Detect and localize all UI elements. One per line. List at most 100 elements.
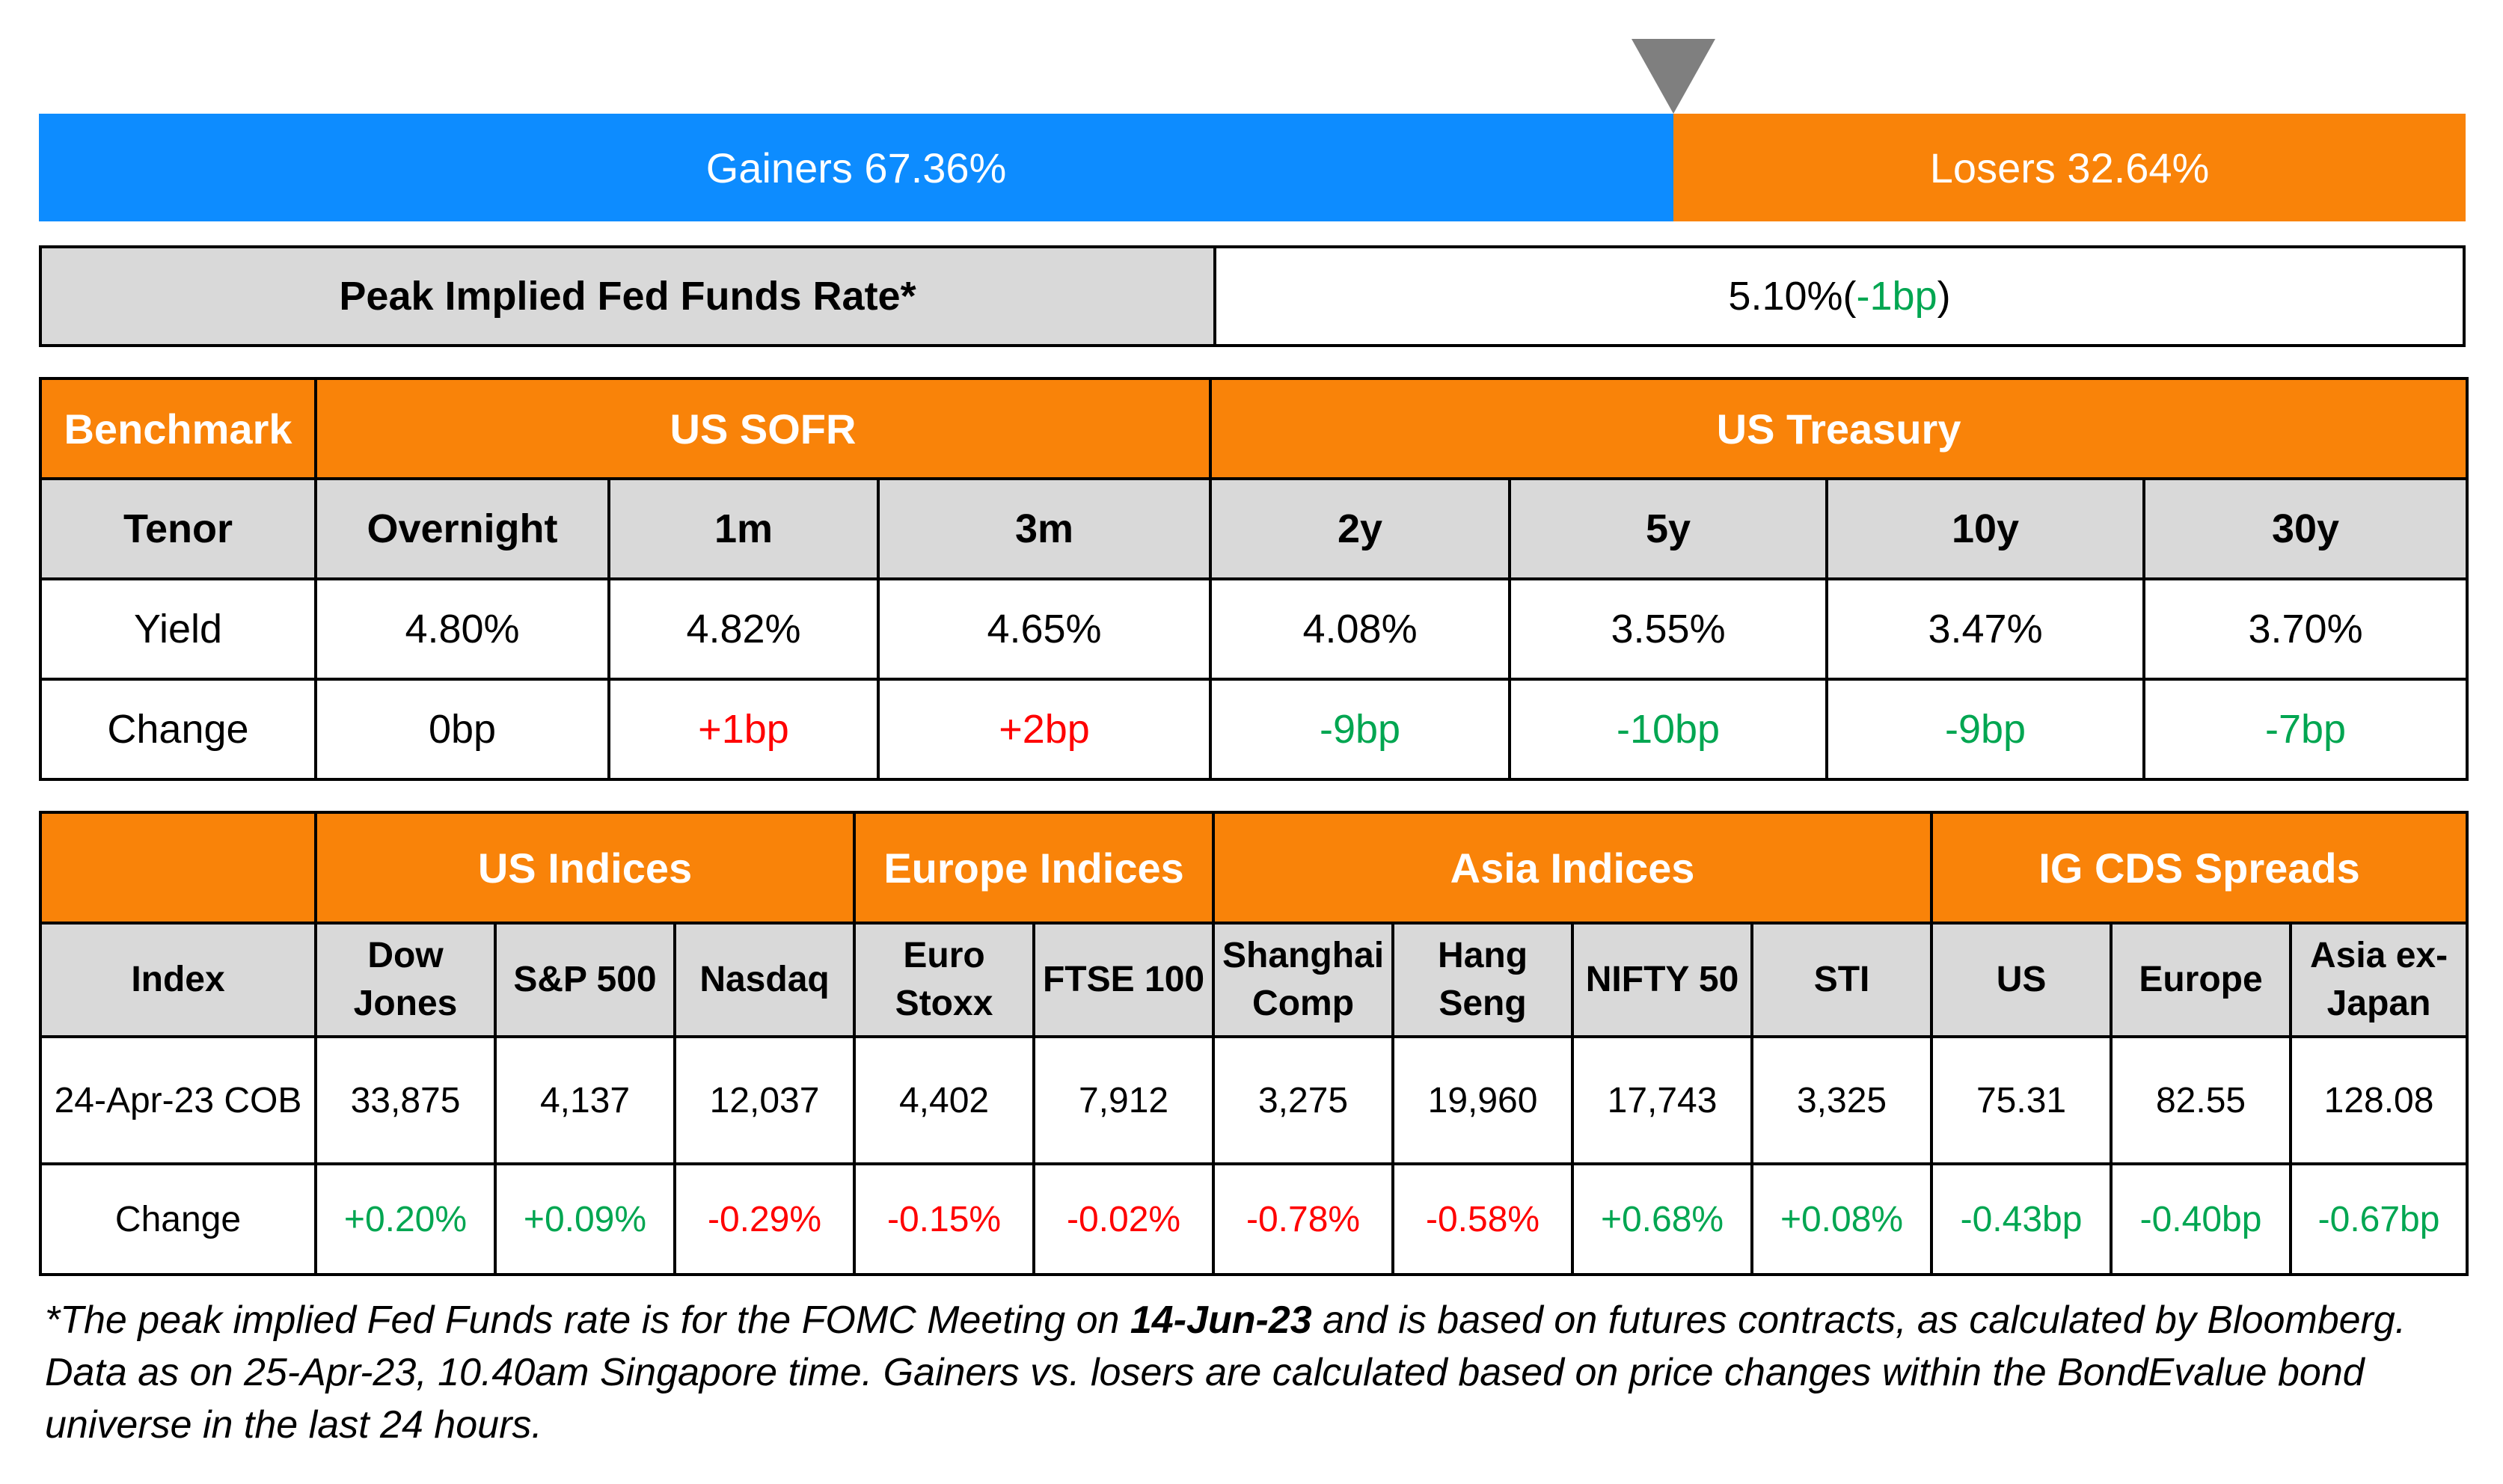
index-name-cell: US [1930,922,2113,1038]
footnote-part1: *The peak implied Fed Funds rate is for … [45,1298,1130,1342]
index-change-cell: -0.43bp [1930,1162,2113,1276]
yield-cell: 3.47% [1825,577,2146,681]
tenor-label: Tenor [39,477,317,580]
index-name-line2: Stoxx [895,984,993,1023]
date-label: 24-Apr-23 COB [39,1035,317,1165]
index-value-cell: 4,402 [853,1035,1036,1165]
index-name-cell: FTSE 100 [1032,922,1216,1038]
footnote-part2: and is based on futures contracts, as ca… [45,1298,2407,1447]
index-value-cell: 128.08 [2289,1035,2469,1165]
index-change-cell: +0.20% [314,1162,497,1276]
tenor-cell: Overnight [314,477,610,580]
index-change-cell: -0.29% [673,1162,857,1276]
index-value-cell: 4,137 [494,1035,676,1165]
index-name-line2: Jones [353,984,458,1023]
index-change-cell: +0.08% [1750,1162,1934,1276]
index-value-cell: 7,912 [1032,1035,1216,1165]
change-cell: -9bp [1825,678,2146,781]
index-name-cell: Asia ex- Japan [2289,922,2469,1038]
index-name-line1: STI [1813,960,1870,999]
index-name-cell: NIFTY 50 [1571,922,1754,1038]
index-name-line1: Dow [367,936,444,975]
index-name-line1: S&P 500 [513,960,657,999]
peak-rate-row: Peak Implied Fed Funds Rate* 5.10% (-1bp… [39,245,2466,347]
yield-label: Yield [39,577,317,681]
index-name-line2: Comp [1252,984,1355,1023]
peak-rate-value-cell: 5.10% (-1bp) [1216,248,2463,344]
change-label: Change [39,1162,317,1276]
index-name-cell: STI [1750,922,1934,1038]
gainers-segment: Gainers 67.36% [39,114,1674,221]
benchmark-header: Benchmark [39,377,317,480]
change-cell: +2bp [876,678,1213,781]
europe-indices-header: Europe Indices [853,811,1216,925]
change-label: Change [39,678,317,781]
index-name-line1: Euro [903,936,985,975]
index-name-cell: Nasdaq [673,922,857,1038]
yield-cell: 3.55% [1508,577,1829,681]
indices-corner-cell [39,811,317,925]
change-cell: -9bp [1209,678,1512,781]
change-cell: -7bp [2142,678,2469,781]
index-name-cell: S&P 500 [494,922,676,1038]
index-name-line2: Seng [1439,984,1527,1023]
rates-table: Benchmark US SOFR US Treasury Tenor Over… [39,377,2469,781]
index-name-line1: Hang [1438,936,1528,975]
index-change-cell: -0.02% [1032,1162,1216,1276]
index-change-cell: -0.67bp [2289,1162,2469,1276]
peak-rate-change: -1bp [1856,274,1937,319]
index-name-cell: Europe [2110,922,2293,1038]
change-cell: +1bp [607,678,880,781]
yield-cell: 4.65% [876,577,1213,681]
index-name-line1: Asia ex- [2309,936,2448,975]
index-name-cell: Euro Stoxx [853,922,1036,1038]
index-name-line1: FTSE 100 [1042,960,1205,999]
index-change-cell: -0.58% [1391,1162,1575,1276]
tenor-cell: 30y [2142,477,2469,580]
rates-group-header-row: Benchmark US SOFR US Treasury [39,377,2469,480]
tenor-cell: 3m [876,477,1213,580]
yield-cell: 4.80% [314,577,610,681]
index-value-cell: 12,037 [673,1035,857,1165]
footnote-date: 14-Jun-23 [1130,1298,1312,1342]
index-value-cell: 82.55 [2110,1035,2293,1165]
tenor-row: Tenor Overnight 1m 3m 2y 5y 10y 30y [39,477,2469,580]
change-cell: -10bp [1508,678,1829,781]
us-treasury-header: US Treasury [1209,377,2469,480]
index-name-line1: US [1996,960,2047,999]
index-change-cell: +0.68% [1571,1162,1754,1276]
losers-label: Losers 32.64% [1929,144,2210,191]
peak-rate-open-paren: ( [1842,274,1857,319]
gainers-label: Gainers 67.36% [705,144,1007,191]
index-name-cell: Hang Seng [1391,922,1575,1038]
index-value-cell: 75.31 [1930,1035,2113,1165]
us-sofr-header: US SOFR [313,377,1213,480]
change-cell: 0bp [314,678,610,781]
ig-cds-spreads-header: IG CDS Spreads [1930,811,2469,925]
index-change-cell: -0.78% [1212,1162,1395,1276]
index-value-cell: 19,960 [1391,1035,1575,1165]
tenor-cell: 10y [1825,477,2146,580]
index-change-cell: -0.40bp [2110,1162,2293,1276]
indices-table: US Indices Europe Indices Asia Indices I… [39,811,2469,1276]
index-label: Index [39,922,317,1038]
peak-rate-close-paren: ) [1937,274,1951,319]
index-name-line1: NIFTY 50 [1585,960,1739,999]
tenor-cell: 2y [1209,477,1512,580]
yield-cell: 3.70% [2142,577,2469,681]
yield-cell: 4.82% [607,577,880,681]
us-indices-header: US Indices [313,811,857,925]
rates-change-row: Change 0bp +1bp +2bp -9bp -10bp -9bp -7b… [39,678,2469,781]
index-value-row: 24-Apr-23 COB 33,875 4,137 12,037 4,402 … [39,1035,2469,1165]
index-name-cell: Shanghai Comp [1212,922,1395,1038]
index-value-cell: 3,275 [1212,1035,1395,1165]
index-name-line2: Japan [2326,984,2431,1023]
peak-rate-value: 5.10% [1728,274,1843,319]
index-name-line1: Shanghai [1222,936,1385,975]
losers-segment: Losers 32.64% [1673,114,2466,221]
asia-indices-header: Asia Indices [1212,811,1934,925]
index-name-line1: Nasdaq [699,960,830,999]
index-name-cell: Dow Jones [314,922,497,1038]
yield-row: Yield 4.80% 4.82% 4.65% 4.08% 3.55% 3.47… [39,577,2469,681]
index-value-cell: 17,743 [1571,1035,1754,1165]
